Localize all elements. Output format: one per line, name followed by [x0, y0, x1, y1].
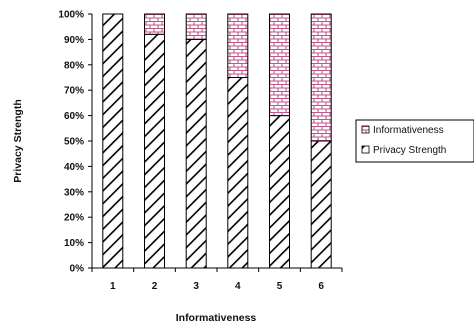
- legend-label-privacy-strength: Privacy Strength: [373, 145, 446, 156]
- x-axis-title: Informativeness: [176, 312, 257, 324]
- y-tick-label: 70%: [64, 86, 84, 97]
- x-tick-label: 1: [110, 281, 116, 292]
- bar-privacy-strength-4: [227, 77, 249, 269]
- bar-privacy-strength-3: [185, 38, 207, 269]
- y-tick-label: 80%: [64, 60, 84, 71]
- y-tick-label: 100%: [58, 10, 84, 21]
- y-tick-label: 50%: [64, 137, 84, 148]
- legend-label-informativeness: Informativeness: [373, 125, 444, 136]
- x-tick-labels: 1 2 3 4 5 6: [110, 281, 324, 292]
- y-tick-label: 20%: [64, 213, 84, 224]
- y-axis-title: Privacy Strength: [12, 99, 24, 182]
- bar-informativeness-2: [144, 13, 165, 35]
- y-tick-label: 10%: [64, 238, 84, 249]
- y-tick-label: 90%: [64, 35, 84, 46]
- bar-privacy-strength-5: [269, 115, 290, 269]
- x-tick-label: 3: [193, 281, 199, 292]
- y-tick-label: 0%: [70, 264, 85, 275]
- legend-swatch-privacy-strength: [361, 145, 370, 154]
- x-tick-label: 4: [235, 281, 241, 292]
- legend-swatch-informativeness: [361, 125, 370, 134]
- bars-group: [102, 13, 332, 269]
- axes-group: [88, 13, 343, 272]
- x-tick-label: 2: [152, 281, 158, 292]
- y-tick-label: 30%: [64, 187, 84, 198]
- bar-informativeness-6: [310, 13, 332, 142]
- bar-informativeness-3: [185, 13, 207, 40]
- bar-privacy-strength-1: [102, 13, 124, 269]
- y-tick-label: 40%: [64, 162, 84, 173]
- x-tick-label: 6: [318, 281, 324, 292]
- bar-informativeness-4: [227, 13, 249, 78]
- bar-privacy-strength-6: [310, 140, 332, 269]
- legend: Informativeness Privacy Strength: [355, 119, 474, 163]
- y-tick-label: 60%: [64, 111, 84, 122]
- x-tick-label: 5: [277, 281, 283, 292]
- bar-privacy-strength-2: [144, 33, 165, 269]
- y-tick-labels: 0% 10% 20% 30% 40% 50% 60% 70% 80% 90% 100%: [58, 10, 84, 275]
- legend-frame: [355, 119, 474, 163]
- bar-informativeness-5: [269, 13, 290, 117]
